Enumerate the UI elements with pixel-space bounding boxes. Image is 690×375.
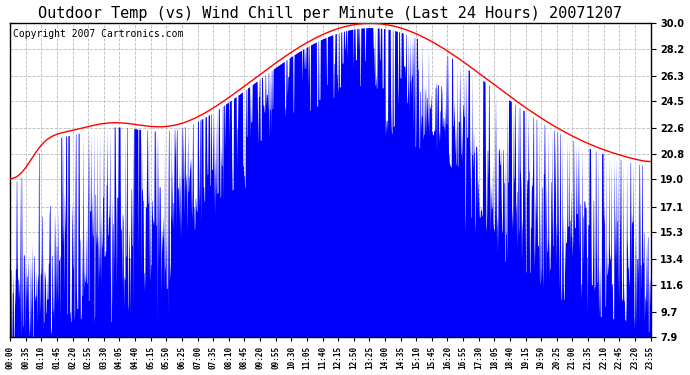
Text: Copyright 2007 Cartronics.com: Copyright 2007 Cartronics.com <box>13 29 184 39</box>
Title: Outdoor Temp (vs) Wind Chill per Minute (Last 24 Hours) 20071207: Outdoor Temp (vs) Wind Chill per Minute … <box>39 6 622 21</box>
